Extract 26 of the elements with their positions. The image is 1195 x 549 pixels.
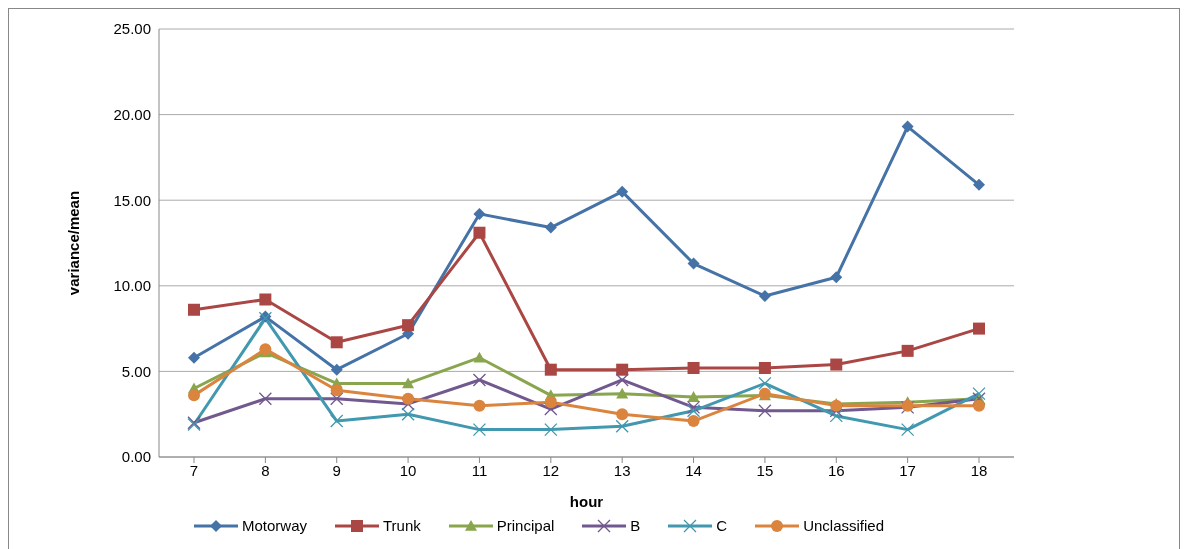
y-axis-title: variance/mean: [65, 190, 83, 296]
legend-label: B: [629, 517, 641, 534]
x-tick-label: 9: [332, 461, 341, 479]
y-tick-label: 10.00: [113, 277, 151, 295]
x-tick-label: 12: [542, 461, 560, 479]
y-tick-label: 25.00: [113, 20, 151, 38]
x-tick-label: 14: [685, 461, 702, 479]
legend-label: C: [715, 517, 728, 534]
y-tick-label: 0.00: [121, 448, 151, 466]
x-tick-label: 8: [261, 461, 270, 479]
x-tick-label: 13: [613, 461, 631, 479]
x-tick-label: 16: [827, 461, 845, 479]
x-tick-label: 7: [189, 461, 199, 479]
legend-label: Motorway: [240, 517, 307, 534]
x-tick-label: 17: [899, 461, 916, 479]
legend-label: Principal: [495, 517, 555, 534]
y-tick-label: 20.00: [113, 105, 151, 123]
legend-label: Trunk: [382, 517, 421, 534]
x-tick-label: 15: [756, 461, 774, 479]
x-axis-title: hour: [569, 493, 604, 510]
y-tick-label: 15.00: [113, 191, 151, 209]
x-tick-label: 10: [399, 461, 417, 479]
legend-label: Unclassified: [802, 517, 885, 534]
x-tick-label: 18: [970, 461, 988, 479]
y-tick-label: 5.00: [121, 362, 151, 380]
x-tick-label: 11: [471, 461, 488, 479]
